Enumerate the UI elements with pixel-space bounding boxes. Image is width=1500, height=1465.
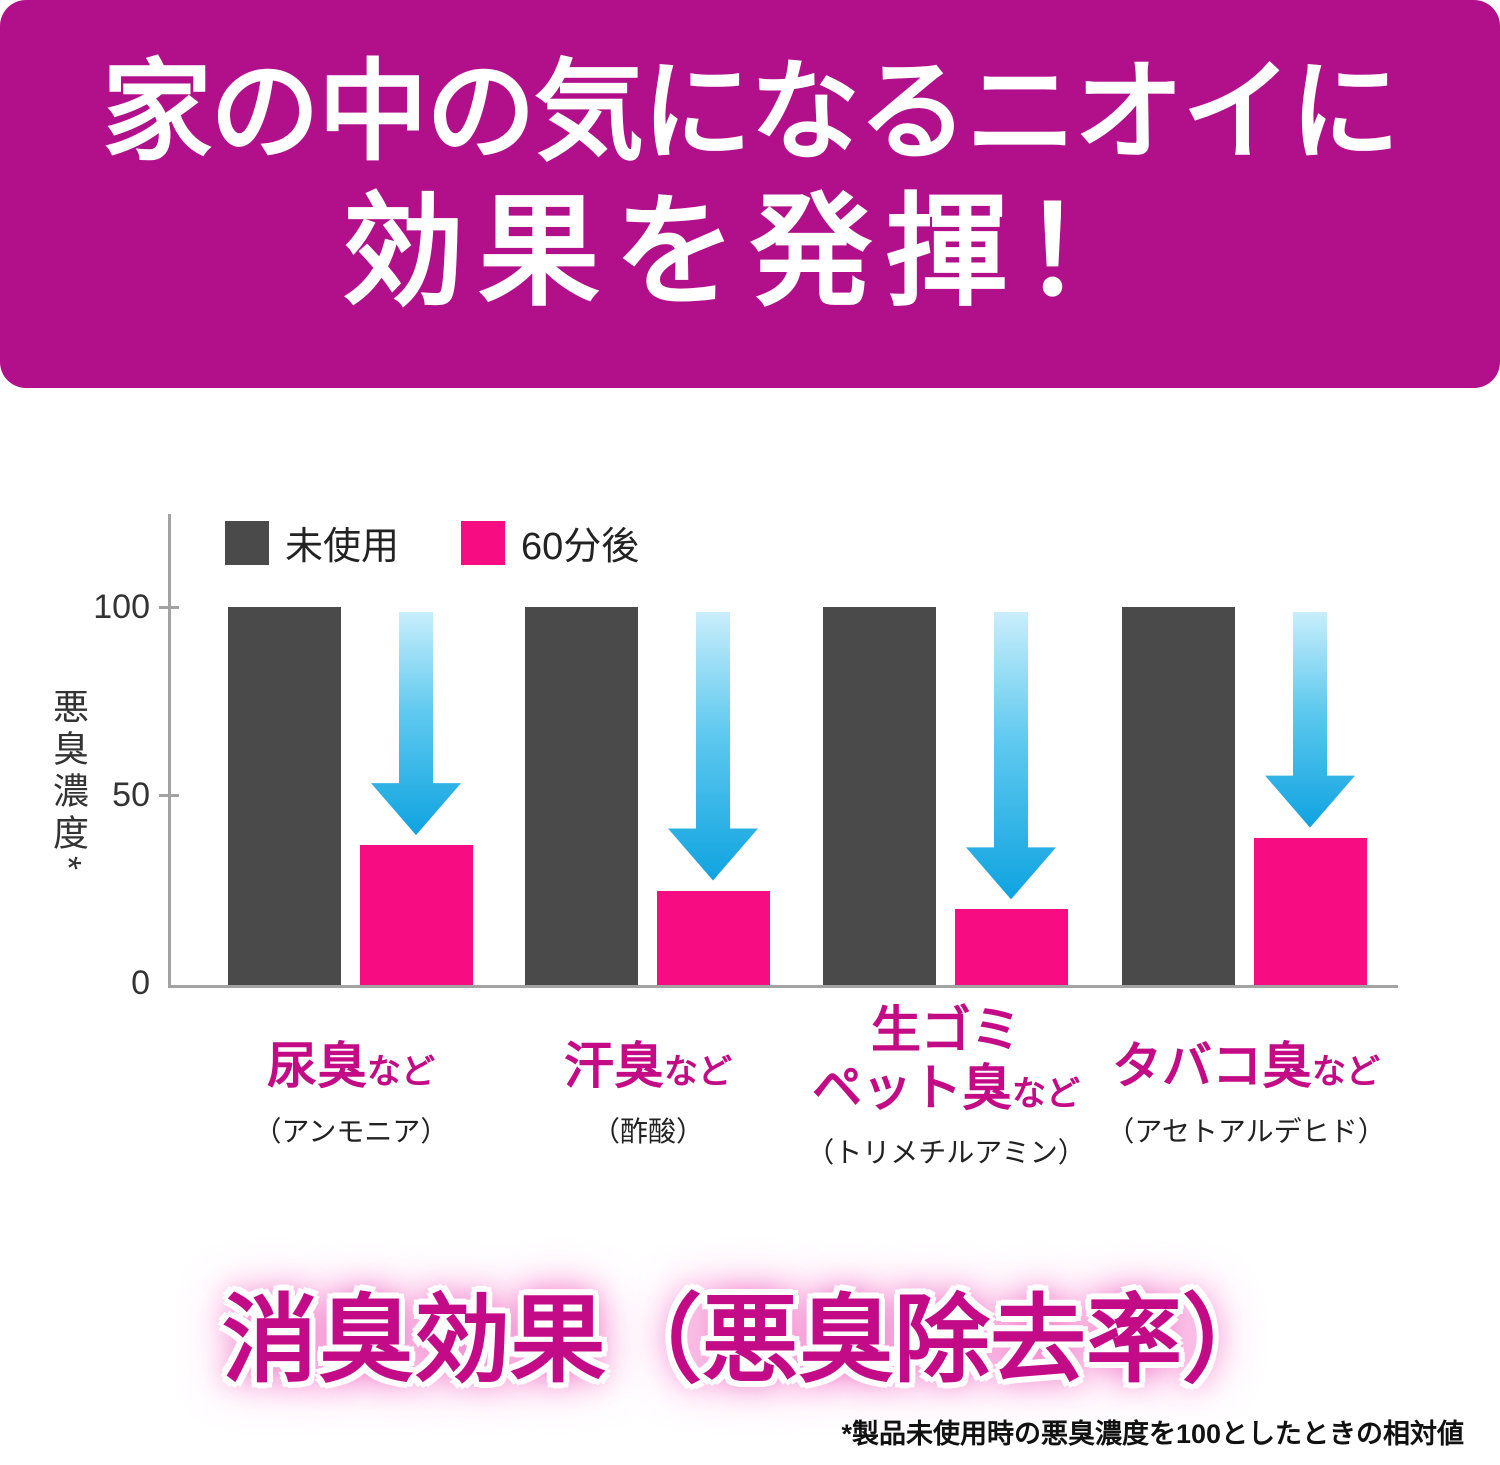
category-chemical: （トリメチルアミン）	[806, 1137, 1086, 1168]
bar-group-urine	[228, 607, 473, 985]
category-label-garbage-pet: 生ゴミ ペット臭など （トリメチルアミン）	[776, 1002, 1116, 1171]
category-main-text: 汗臭	[564, 1038, 664, 1094]
category-main-text: ペット臭	[812, 1059, 1012, 1116]
footnote: *製品未使用時の悪臭濃度を100としたときの相対値	[841, 1419, 1464, 1449]
legend-label-unused: 未使用	[285, 526, 400, 568]
category-label-tobacco: タバコ臭など （アセトアルデヒド）	[1076, 1038, 1416, 1150]
bar-group-tobacco	[1122, 607, 1367, 985]
y-tick-label-100: 100	[93, 588, 150, 626]
down-arrow-icon	[371, 612, 461, 835]
bar-unused-garbage-pet	[823, 607, 936, 985]
category-main-text: タバコ臭	[1112, 1038, 1312, 1094]
chart-legend: 未使用 60分後	[225, 515, 639, 570]
category-chemical: （アンモニア）	[253, 1115, 449, 1147]
down-arrow-icon	[668, 612, 758, 881]
category-line1: 生ゴミ	[871, 1002, 1021, 1058]
banner-title-line2: 効果を発揮！	[342, 183, 1158, 320]
category-chemical: （酢酸）	[591, 1115, 704, 1147]
down-arrow-icon	[1265, 612, 1355, 828]
bar-after60-tobacco	[1254, 837, 1367, 985]
bar-after60-urine	[360, 845, 473, 985]
legend-label-after60: 60分後	[521, 526, 640, 568]
header-banner: 家の中の気になるニオイに 効果を発揮！	[0, 0, 1500, 388]
bar-group-sweat	[525, 607, 770, 985]
y-tick-mark-50	[159, 794, 179, 797]
y-tick-label-50: 50	[112, 776, 150, 814]
category-main: 尿臭など	[181, 1038, 521, 1096]
category-main: 汗臭など	[478, 1038, 818, 1096]
x-axis-line	[168, 985, 1398, 988]
bar-group-garbage-pet	[823, 607, 1068, 985]
y-tick-mark-100	[159, 606, 179, 609]
deodorizing-effect-headline: 消臭効果（悪臭除去率）	[222, 1287, 1278, 1394]
bar-after60-sweat	[657, 890, 770, 985]
down-arrow-icon	[966, 612, 1056, 899]
bar-unused-urine	[228, 607, 341, 985]
category-suffix: など	[1012, 1074, 1080, 1113]
category-main: タバコ臭など	[1076, 1038, 1416, 1096]
category-main: ペット臭など	[776, 1060, 1116, 1118]
bar-after60-garbage-pet	[955, 909, 1068, 985]
legend-swatch-after60	[461, 520, 506, 565]
category-label-sweat: 汗臭など （酢酸）	[478, 1038, 818, 1150]
category-label-urine: 尿臭など （アンモニア）	[181, 1038, 521, 1150]
banner-title-line1: 家の中の気になるニオイに	[102, 51, 1400, 174]
legend-swatch-unused	[225, 520, 269, 565]
category-suffix: など	[367, 1053, 435, 1091]
bar-unused-tobacco	[1122, 607, 1235, 985]
y-axis-line	[168, 514, 171, 988]
y-tick-label-0: 0	[131, 964, 150, 1002]
category-main-text: 尿臭	[267, 1038, 367, 1094]
category-suffix: など	[1312, 1053, 1380, 1091]
category-suffix: など	[664, 1053, 732, 1091]
category-chemical: （アセトアルデヒド）	[1106, 1115, 1386, 1147]
y-axis-label: 悪臭濃度*	[48, 688, 89, 877]
bar-unused-sweat	[525, 607, 638, 985]
